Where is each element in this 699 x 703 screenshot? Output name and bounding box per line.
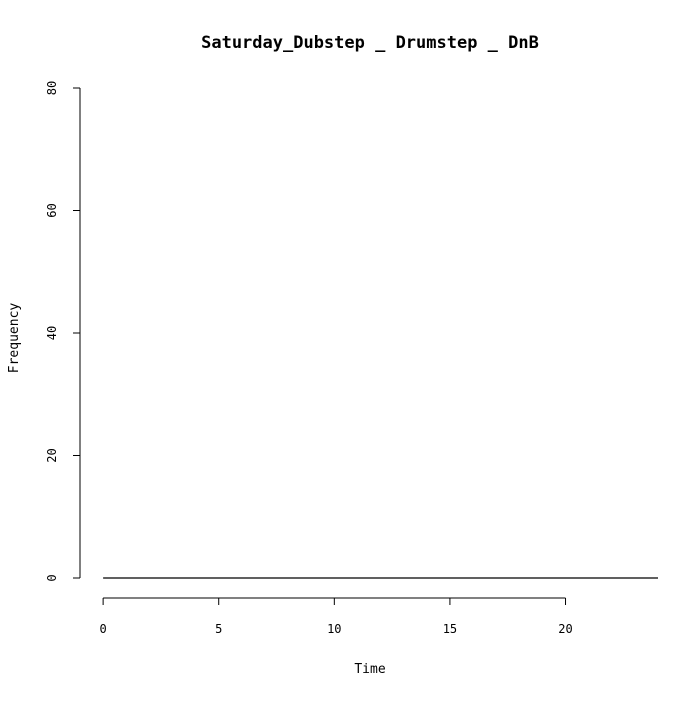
x-tick-label-1: 5: [215, 622, 222, 636]
y-axis: 0 20 40 60 80: [45, 81, 81, 582]
x-axis-label: Time: [354, 662, 385, 677]
x-tick-label-3: 15: [443, 622, 457, 636]
chart-title: Saturday_Dubstep _ Drumstep _ DnB: [201, 33, 539, 53]
y-tick-label-0: 0: [45, 574, 59, 581]
y-tick-label-1: 20: [45, 448, 59, 462]
y-axis-label: Frequency: [7, 303, 22, 374]
x-tick-label-4: 20: [558, 622, 572, 636]
x-axis: 0 5 10 15 20: [100, 597, 573, 636]
y-tick-label-4: 80: [45, 81, 59, 95]
y-tick-label-3: 60: [45, 203, 59, 217]
y-tick-label-2: 40: [45, 326, 59, 340]
x-tick-label-0: 0: [100, 622, 107, 636]
x-tick-label-2: 10: [327, 622, 341, 636]
